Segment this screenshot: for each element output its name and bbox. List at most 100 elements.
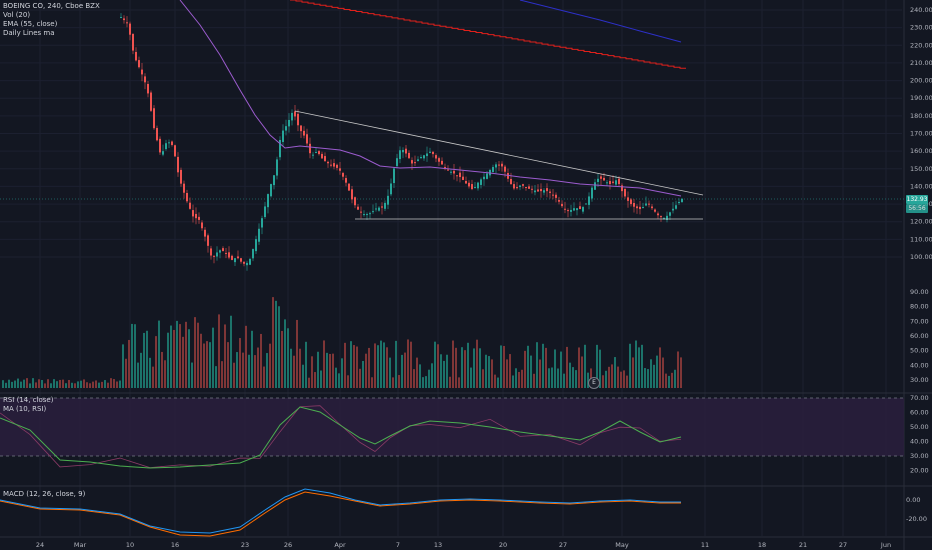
volume-bar (674, 369, 676, 388)
volume-bar (422, 377, 424, 388)
candle-body (375, 208, 377, 210)
candle-body (462, 176, 464, 180)
candle-body (210, 248, 212, 256)
symbol-title[interactable]: BOEING CO, 240, Cboe BZX (3, 2, 100, 10)
candle-body (366, 214, 368, 216)
candle-body (150, 92, 152, 111)
macd-legend: MACD (12, 26, close, 9) (3, 490, 85, 499)
volume-bar (449, 376, 451, 388)
candle-body (276, 159, 278, 176)
volume-bar (668, 375, 670, 388)
countdown-tag: 56:56 (906, 204, 928, 213)
candle-body (420, 157, 422, 159)
volume-bar (332, 353, 334, 388)
volume-bar (44, 383, 46, 388)
candle-body (333, 163, 335, 167)
volume-bar (131, 323, 133, 388)
price-axis-label: 30.00 (910, 376, 929, 384)
candle-body (666, 215, 668, 221)
price-axis-label: 140.00 (910, 182, 932, 190)
volume-bar (644, 368, 646, 388)
rsi-title[interactable]: RSI (14, close) (3, 396, 54, 404)
macd-title[interactable]: MACD (12, 26, close, 9) (3, 490, 86, 498)
candle-body (567, 210, 569, 212)
volume-bar (635, 340, 637, 388)
candle-body (189, 202, 191, 209)
volume-bar (542, 343, 544, 388)
candle-body (444, 167, 446, 169)
rsi-ma-title[interactable]: MA (10, RSI) (3, 405, 47, 413)
volume-bar (212, 327, 214, 388)
volume-bar (62, 379, 64, 388)
volume-bar (305, 341, 307, 388)
rsi-axis-label: 20.00 (910, 467, 929, 475)
volume-bar (497, 377, 499, 388)
candle-body (672, 208, 674, 211)
candle-body (330, 164, 332, 166)
volume-bar (38, 379, 40, 388)
price-axis-label: 50.00 (910, 347, 929, 355)
volume-bar (650, 359, 652, 388)
candle-body (621, 185, 623, 192)
volume-bar (227, 342, 229, 388)
volume-bar (425, 376, 427, 388)
price-axis-label: 70.00 (910, 317, 929, 325)
volume-bar (176, 320, 178, 388)
volume-bar (143, 332, 145, 388)
volume-bar (482, 369, 484, 388)
candle-body (615, 180, 617, 185)
macd-line (0, 488, 681, 534)
candle-body (432, 151, 434, 155)
candle-body (435, 155, 437, 159)
volume-bar (641, 344, 643, 388)
volume-bar (137, 362, 139, 388)
candle-body (552, 194, 554, 196)
volume-bar (575, 370, 577, 388)
earnings-icon[interactable]: E (588, 377, 600, 389)
candle-body (129, 23, 131, 35)
volume-bar (284, 319, 286, 388)
volume-bar (647, 369, 649, 388)
volume-bar (392, 377, 394, 388)
candle-body (594, 182, 596, 190)
candle-body (138, 60, 140, 68)
volume-bar (95, 380, 97, 388)
indicator-volume[interactable]: Vol (20) (3, 11, 31, 19)
ema-55-line (179, 0, 682, 197)
indicator-ema[interactable]: EMA (55, close) (3, 20, 58, 28)
volume-bar (47, 379, 49, 388)
volume-bar (329, 353, 331, 388)
volume-bar (2, 380, 4, 388)
volume-bar (359, 368, 361, 388)
candle-body (213, 255, 215, 257)
macd-axis-label: 0.00 (906, 496, 920, 504)
indicator-daily-lines[interactable]: Daily Lines ma (3, 29, 55, 37)
candle-body (135, 51, 137, 61)
volume-bar (665, 373, 667, 388)
volume-bar (380, 340, 382, 388)
candle-body (201, 222, 203, 229)
volume-bar (320, 370, 322, 388)
candle-body (321, 153, 323, 159)
candle-body (417, 159, 419, 161)
volume-bar (623, 370, 625, 388)
time-axis-label: 20 (499, 541, 507, 549)
volume-bar (254, 355, 256, 388)
volume-bar (263, 366, 265, 388)
candle-body (513, 184, 515, 189)
volume-bar (326, 352, 328, 388)
volume-bar (671, 372, 673, 388)
candle-body (534, 190, 536, 193)
candle-body (408, 152, 410, 159)
volume-bar (485, 354, 487, 388)
time-axis-label: Jun (880, 541, 891, 549)
volume-bar (179, 324, 181, 388)
candle-body (384, 202, 386, 209)
candle-body (123, 18, 125, 21)
volume-bar (314, 372, 316, 388)
daily-ma-blue-line (519, 0, 682, 43)
candle-body (423, 155, 425, 159)
volume-bar (77, 381, 79, 388)
candle-body (630, 199, 632, 205)
